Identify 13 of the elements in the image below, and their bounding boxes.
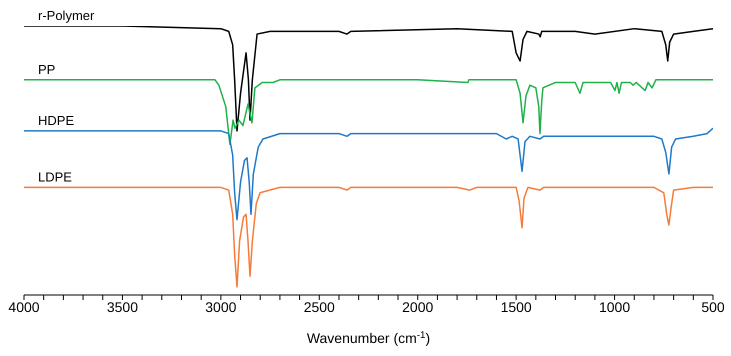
x-tick-label: 1000 bbox=[598, 298, 630, 315]
x-tick-label: 1500 bbox=[500, 298, 532, 315]
x-tick-label: 3000 bbox=[205, 298, 237, 315]
series-label: PP bbox=[38, 62, 56, 77]
series-label: HDPE bbox=[38, 112, 74, 128]
x-tick-label: 4000 bbox=[8, 298, 40, 315]
x-tick-label: 3500 bbox=[106, 298, 138, 315]
x-tick-label: 2000 bbox=[402, 298, 434, 315]
x-tick-label: 500 bbox=[701, 298, 725, 315]
x-tick-label: 2500 bbox=[304, 298, 336, 315]
series-label: LDPE bbox=[38, 169, 72, 184]
x-axis-title: Wavenumber (cm$^{-1}$) bbox=[306, 330, 430, 346]
series-label: r-Polymer bbox=[38, 8, 96, 23]
